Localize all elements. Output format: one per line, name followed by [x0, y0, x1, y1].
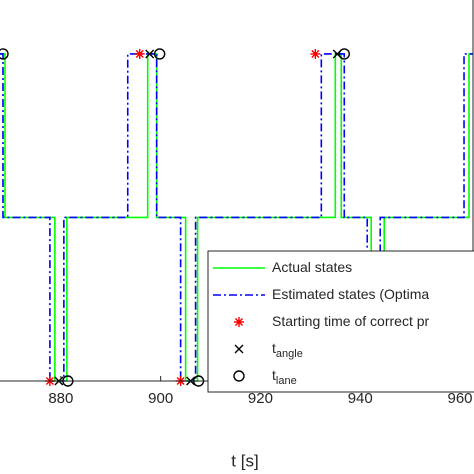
legend-text: t [272, 367, 276, 383]
legend-label: tangle [272, 340, 303, 360]
x-tick-label: 920 [248, 390, 273, 407]
legend-marker [234, 317, 244, 327]
legend-text: Actual states [272, 259, 352, 275]
x-tick-label: 900 [148, 390, 173, 407]
legend-label: Estimated states (Optima [272, 286, 429, 302]
x-tick-label: 960 [448, 390, 473, 407]
legend-text: Estimated states (Optima [272, 286, 429, 302]
marker-shape [233, 370, 245, 382]
marker-shape [338, 48, 350, 60]
marker-shape [234, 317, 244, 327]
legend-text: Starting time of correct pr [272, 313, 430, 329]
legend-subscript: lane [276, 375, 297, 387]
marker-shape [234, 344, 244, 354]
marker-shape [0, 48, 9, 60]
x-axis-label: t [s] [231, 451, 258, 470]
legend-marker [234, 344, 244, 354]
marker [338, 48, 350, 60]
x-tick-label: 940 [348, 390, 373, 407]
x-tick-label: 880 [48, 390, 73, 407]
marker [153, 48, 166, 60]
marker [145, 49, 155, 59]
legend: Actual states Estimated states (Optima Sta… [207, 250, 474, 393]
marker [310, 48, 321, 59]
legend-text: t [272, 340, 276, 356]
marker [134, 48, 145, 59]
legend-label: Actual states [272, 259, 352, 275]
legend-subscript: angle [276, 348, 303, 360]
marker-shape [134, 48, 145, 59]
marker-shape [153, 48, 166, 60]
legend-box [207, 250, 474, 393]
legend-label: tlane [272, 367, 297, 387]
legend-marker [233, 370, 245, 382]
marker-shape [145, 49, 155, 59]
legend-label: Starting time of correct pr [272, 313, 430, 329]
marker-shape [310, 48, 321, 59]
marker [0, 48, 9, 60]
